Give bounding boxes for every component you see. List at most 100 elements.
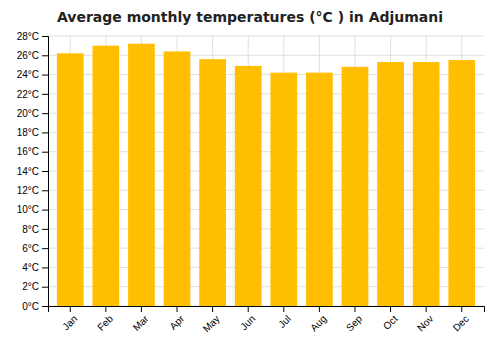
tick-label: Apr — [167, 313, 186, 332]
tick-label: Feb — [95, 313, 115, 333]
tick: 14°C — [17, 166, 48, 177]
tick: 18°C — [17, 127, 48, 138]
tick-mark — [390, 306, 391, 312]
y-axis: 0°C 2°C 4°C 6°C 8°C 10°C 12°C 14°C 16°C 18°C 20°C 2… — [17, 31, 49, 312]
grid-line — [48, 36, 484, 37]
bar — [413, 62, 440, 306]
bar — [306, 73, 333, 306]
tick-label: 26°C — [17, 50, 39, 61]
tick-mark — [283, 306, 284, 312]
bar — [128, 44, 155, 306]
tick-mark — [42, 306, 48, 307]
tick-label: 10°C — [17, 204, 39, 215]
tick-label: 20°C — [17, 108, 39, 119]
tick-mark — [354, 306, 355, 312]
bar — [235, 66, 262, 306]
tick: 24°C — [17, 69, 48, 80]
tick-label: Jul — [276, 313, 293, 330]
tick-label: 0°C — [22, 301, 39, 312]
bar — [57, 53, 84, 306]
tick-mark — [426, 306, 427, 312]
tick: 6°C — [22, 243, 48, 254]
tick-label: 8°C — [22, 224, 39, 235]
tick: Dec — [451, 306, 471, 333]
tick-mark — [42, 36, 48, 37]
bar — [377, 62, 404, 306]
tick-mark — [141, 306, 142, 312]
tick-mark — [319, 306, 320, 312]
tick: May — [201, 306, 222, 334]
tick: Aug — [308, 306, 328, 333]
tick-label: Jun — [238, 313, 257, 332]
tick-label: 18°C — [17, 127, 39, 138]
bars — [57, 44, 475, 306]
tick: Apr — [167, 306, 186, 332]
tick-label: 2°C — [22, 281, 39, 292]
tick-mark — [42, 55, 48, 56]
tick-mark — [42, 94, 48, 95]
tick-mark — [70, 306, 71, 312]
tick: 22°C — [17, 89, 48, 100]
tick-mark — [42, 287, 48, 288]
bar — [199, 59, 226, 306]
tick: 26°C — [17, 50, 48, 61]
bar — [270, 73, 297, 306]
tick-label: 22°C — [17, 89, 39, 100]
tick: Jun — [238, 306, 257, 332]
bar — [448, 60, 475, 306]
tick: Nov — [415, 306, 435, 333]
bar — [164, 51, 191, 306]
tick-label: 28°C — [17, 31, 39, 42]
tick-mark — [42, 152, 48, 153]
bar — [342, 67, 369, 306]
tick-mark — [42, 267, 48, 268]
tick-mark — [105, 306, 106, 312]
tick: Oct — [381, 306, 400, 332]
tick-mark — [42, 229, 48, 230]
tick: 2°C — [22, 281, 48, 292]
tick-mark — [42, 171, 48, 172]
tick-label: Mar — [131, 313, 151, 333]
tick-label: Sep — [344, 313, 365, 334]
tick: 10°C — [17, 204, 48, 215]
tick-mark — [177, 306, 178, 312]
chart: 0°C 2°C 4°C 6°C 8°C 10°C 12°C 14°C 16°C 18°C 20°C 2… — [0, 0, 500, 350]
tick-label: 4°C — [22, 262, 39, 273]
tick: 12°C — [17, 185, 48, 196]
tick-mark — [42, 113, 48, 114]
axis-line — [49, 307, 485, 313]
tick-mark — [42, 132, 48, 133]
plot: 0°C 2°C 4°C 6°C 8°C 10°C 12°C 14°C 16°C 18°C 20°C 2… — [17, 31, 485, 335]
tick-mark — [42, 75, 48, 76]
tick-label: May — [201, 313, 222, 334]
tick-label: Jan — [60, 313, 79, 332]
tick-label: Dec — [451, 313, 471, 333]
tick-label: Aug — [308, 313, 328, 333]
tick: 28°C — [17, 31, 48, 42]
tick-mark — [248, 306, 249, 312]
grid — [48, 36, 484, 306]
tick: Jul — [276, 306, 293, 330]
tick: 8°C — [22, 224, 48, 235]
tick-label: 16°C — [17, 146, 39, 157]
tick: Sep — [344, 306, 365, 333]
tick-mark — [42, 210, 48, 211]
tick-mark — [42, 248, 48, 249]
bar — [92, 46, 119, 306]
tick-label: 6°C — [22, 243, 39, 254]
tick-label: Nov — [415, 313, 435, 333]
tick: Feb — [95, 306, 115, 333]
tick-label: Oct — [381, 313, 400, 332]
tick: Jan — [60, 306, 79, 332]
tick-mark — [212, 306, 213, 312]
axis-line — [42, 37, 49, 307]
title: Average monthly temperatures (°C ) in Ad… — [57, 9, 443, 25]
tick-label: 24°C — [17, 69, 39, 80]
x-axis: Jan Feb Mar Apr May Jun Jul Aug Sep Oct Nov Dec — [49, 306, 485, 334]
tick: Mar — [131, 306, 151, 333]
tick-label: 12°C — [17, 185, 39, 196]
tick: 0°C — [22, 301, 48, 312]
tick: 16°C — [17, 146, 48, 157]
tick-label: 14°C — [17, 166, 39, 177]
tick: 20°C — [17, 108, 48, 119]
